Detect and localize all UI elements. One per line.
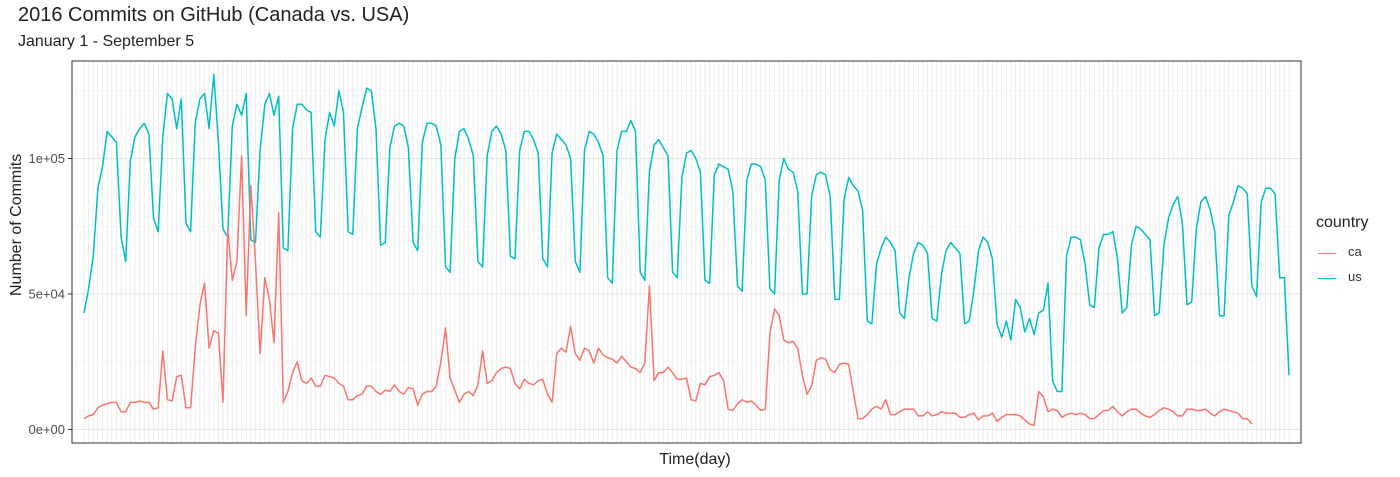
chart-title: 2016 Commits on GitHub (Canada vs. USA) (18, 4, 410, 26)
series-line-us (83, 73, 1290, 393)
plot-border (71, 60, 1302, 444)
y-tick-label: 1e+05 (28, 151, 65, 166)
y-axis-label: Number of Commits (8, 153, 25, 296)
legend-label-us: us (1348, 269, 1362, 284)
legend-item-ca: ca (1318, 243, 1398, 265)
legend-title: country (1316, 214, 1369, 231)
legend-key-us (1318, 278, 1336, 279)
x-axis-label: Time(day) (659, 451, 731, 468)
y-tick-label: 5e+04 (28, 286, 65, 301)
series-line-ca (83, 155, 1253, 427)
chart-subtitle: January 1 - September 5 (18, 33, 195, 50)
y-tick-label: 0e+00 (28, 422, 65, 437)
legend-item-us: us (1318, 268, 1398, 290)
legend-key-ca (1318, 253, 1336, 254)
legend-label-ca: ca (1348, 244, 1362, 259)
